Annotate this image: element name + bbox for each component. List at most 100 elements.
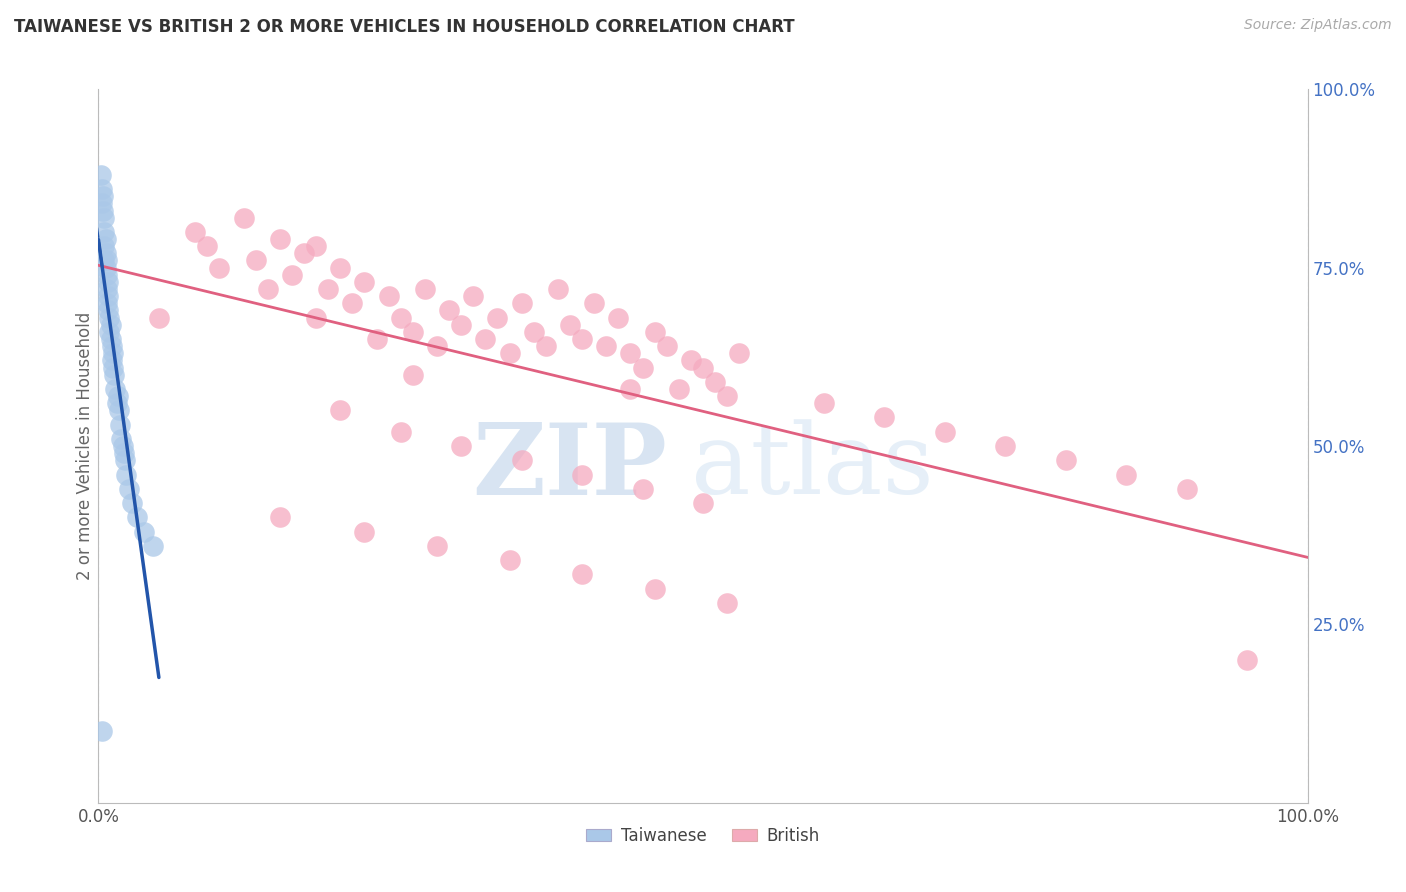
Legend: Taiwanese, British: Taiwanese, British (579, 821, 827, 852)
Point (281, 268, 304, 282)
Point (105, 396, 128, 410)
Point (97, 289, 120, 303)
Point (305, 239, 328, 253)
Point (934, 425, 956, 439)
Point (91, 203, 114, 218)
Point (96, 253, 118, 268)
Point (644, 325, 666, 339)
Point (389, 425, 412, 439)
Point (631, 360, 654, 375)
Point (1115, 467, 1137, 482)
Point (232, 211, 254, 225)
Point (1236, 653, 1258, 667)
Point (571, 467, 593, 482)
Point (366, 332, 388, 346)
Point (316, 282, 339, 296)
Point (728, 346, 751, 360)
Point (97, 275, 120, 289)
Point (329, 403, 352, 417)
Point (450, 318, 472, 332)
Point (329, 260, 352, 275)
Point (100, 318, 122, 332)
Point (121, 496, 143, 510)
Point (692, 360, 714, 375)
Text: Source: ZipAtlas.com: Source: ZipAtlas.com (1244, 18, 1392, 32)
Point (103, 368, 125, 382)
Point (91, 724, 114, 739)
Point (704, 375, 727, 389)
Point (1175, 482, 1198, 496)
Point (115, 467, 138, 482)
Point (571, 567, 593, 582)
Point (100, 332, 122, 346)
Point (108, 417, 131, 432)
Text: ZIP: ZIP (472, 419, 666, 516)
Point (523, 325, 546, 339)
Point (208, 260, 231, 275)
Point (94, 246, 117, 260)
Point (389, 310, 412, 325)
Point (91, 189, 114, 203)
Point (402, 368, 425, 382)
Point (510, 296, 533, 310)
Point (93, 239, 115, 253)
Point (98, 325, 121, 339)
Point (269, 232, 291, 246)
Point (498, 553, 520, 567)
Point (107, 389, 129, 403)
Point (813, 396, 835, 410)
Point (134, 524, 156, 539)
Point (94, 232, 117, 246)
Point (195, 239, 218, 253)
Point (631, 482, 654, 496)
Point (994, 439, 1017, 453)
Point (91, 182, 114, 196)
Point (93, 211, 115, 225)
Point (94, 260, 117, 275)
Point (353, 275, 375, 289)
Point (716, 389, 738, 403)
Point (96, 282, 118, 296)
Point (873, 410, 896, 425)
Point (668, 382, 690, 396)
Point (353, 524, 375, 539)
Point (184, 225, 207, 239)
Point (377, 289, 399, 303)
Point (93, 225, 115, 239)
Point (305, 310, 328, 325)
Point (402, 325, 425, 339)
Point (413, 282, 436, 296)
Point (90, 168, 112, 182)
Point (619, 346, 641, 360)
Point (127, 510, 149, 524)
Point (110, 432, 132, 446)
Text: atlas: atlas (690, 419, 934, 516)
Point (679, 353, 702, 368)
Point (426, 339, 449, 353)
Point (111, 439, 134, 453)
Point (498, 346, 520, 360)
Point (534, 339, 557, 353)
Point (547, 282, 569, 296)
Point (644, 582, 666, 596)
Point (269, 510, 291, 524)
Point (619, 382, 641, 396)
Point (245, 253, 267, 268)
Y-axis label: 2 or more Vehicles in Household: 2 or more Vehicles in Household (76, 312, 94, 580)
Text: TAIWANESE VS BRITISH 2 OR MORE VEHICLES IN HOUSEHOLD CORRELATION CHART: TAIWANESE VS BRITISH 2 OR MORE VEHICLES … (14, 18, 794, 36)
Point (96, 296, 118, 310)
Point (108, 403, 131, 417)
Point (114, 453, 136, 467)
Point (142, 539, 165, 553)
Point (571, 332, 593, 346)
Point (692, 496, 714, 510)
Point (91, 196, 114, 211)
Point (112, 446, 135, 460)
Point (426, 539, 449, 553)
Point (583, 296, 606, 310)
Point (607, 310, 630, 325)
Point (100, 353, 122, 368)
Point (256, 282, 278, 296)
Point (1054, 453, 1077, 467)
Point (101, 360, 124, 375)
